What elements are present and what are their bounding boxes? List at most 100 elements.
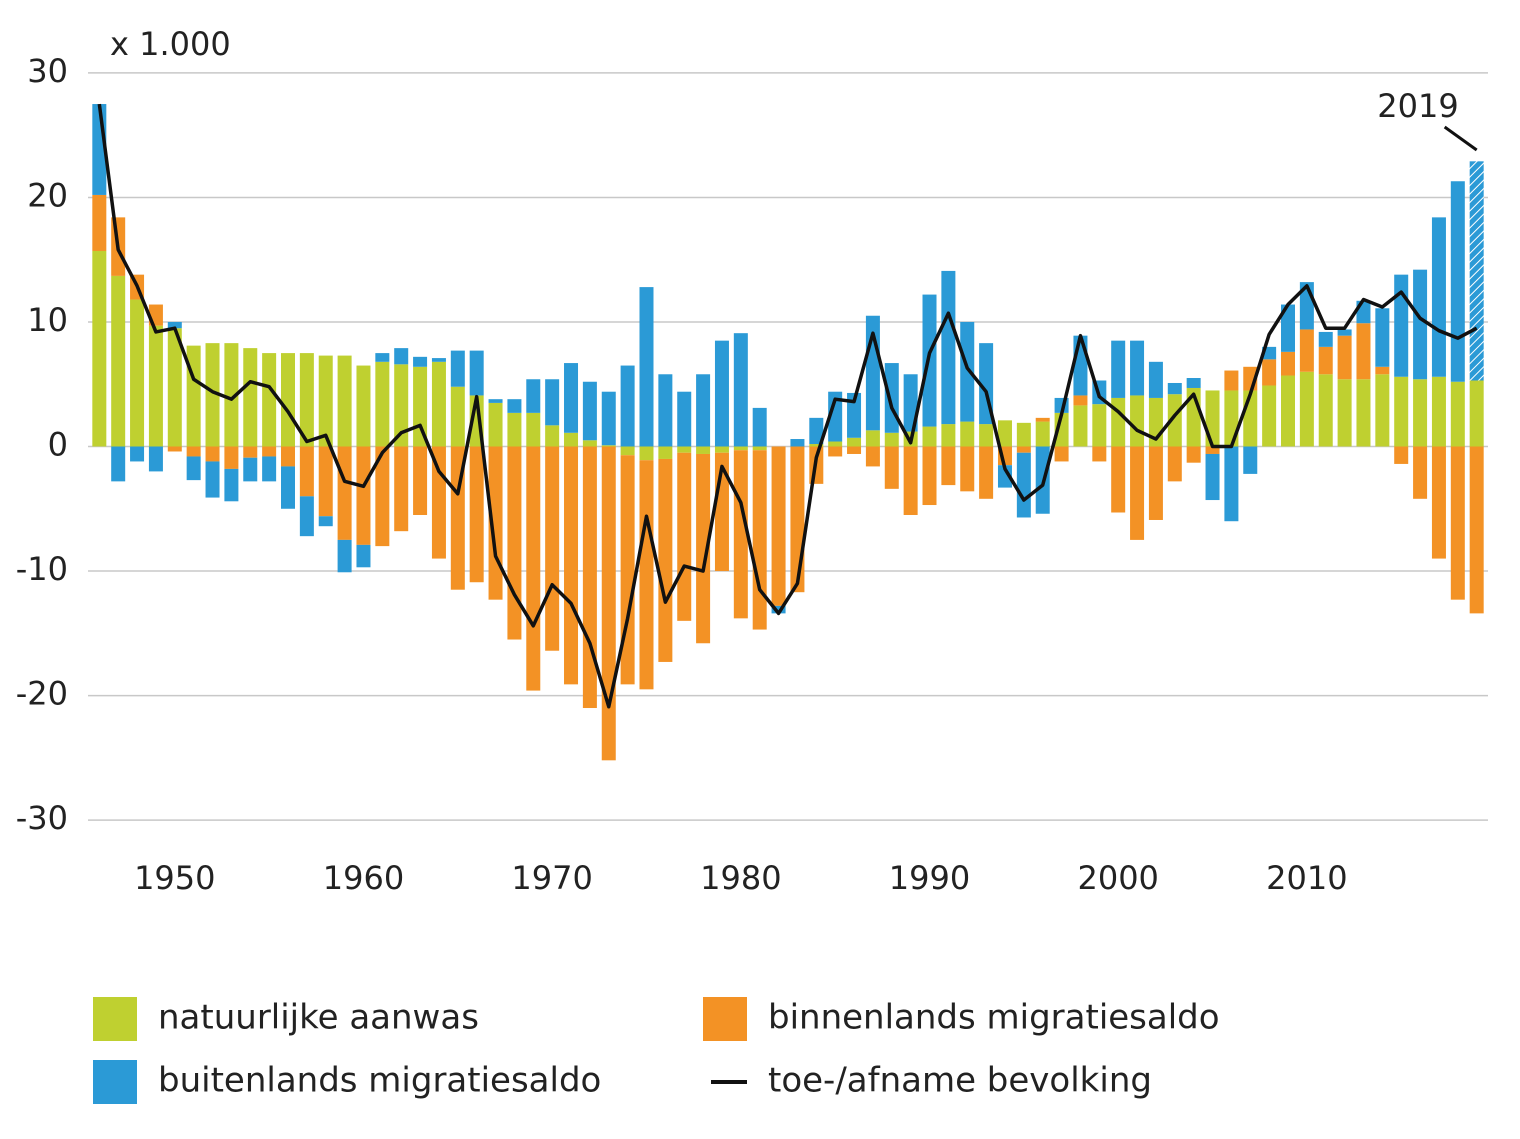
bar [526, 446, 541, 691]
bar [205, 343, 220, 447]
bar [488, 399, 503, 403]
bar [1205, 453, 1220, 501]
bar [111, 275, 126, 447]
bar [375, 353, 390, 362]
bar [1281, 304, 1295, 352]
bar [658, 374, 673, 447]
bar [186, 345, 201, 447]
bar [1073, 405, 1088, 447]
bar [1450, 181, 1465, 382]
bar [941, 424, 956, 447]
bar [582, 446, 597, 709]
bar [281, 446, 295, 467]
bar [922, 446, 937, 506]
bar [1299, 329, 1314, 372]
bar [1318, 374, 1333, 447]
bar [696, 446, 711, 454]
bar [658, 446, 673, 459]
bar [809, 444, 824, 447]
bar [828, 391, 843, 442]
bar [1073, 335, 1088, 396]
bar [997, 420, 1012, 447]
bar [997, 465, 1012, 488]
bar [488, 402, 503, 447]
bar [809, 417, 824, 445]
bar [865, 430, 880, 447]
bar [903, 446, 918, 515]
bar [1318, 346, 1333, 375]
bar [224, 343, 239, 447]
bar [1073, 395, 1088, 406]
bar [92, 250, 107, 447]
bar [1337, 379, 1352, 447]
bar [941, 270, 956, 425]
bar [394, 446, 409, 532]
bar [205, 446, 220, 462]
bar [677, 452, 692, 621]
bar [1224, 390, 1239, 447]
bar [1130, 395, 1145, 447]
annotation: 2019 [1377, 87, 1458, 125]
bar [167, 321, 182, 329]
bar [1299, 371, 1314, 447]
bar [1450, 446, 1465, 600]
bar [696, 453, 711, 644]
bar [92, 194, 107, 251]
bar [337, 355, 352, 447]
y-tick-label: -30 [16, 799, 68, 837]
bar [620, 365, 635, 447]
bar [318, 516, 333, 527]
bar [960, 446, 975, 492]
bar [1262, 385, 1277, 447]
bar [394, 348, 409, 365]
bar [1186, 378, 1201, 388]
bar [979, 446, 994, 499]
bar [130, 446, 145, 462]
annotation-leader [1443, 125, 1478, 152]
bar [620, 446, 635, 456]
bar [507, 412, 522, 447]
bar [148, 446, 163, 472]
legend-swatch [93, 997, 137, 1041]
bar [1148, 361, 1163, 398]
bar [1243, 446, 1258, 474]
bar [186, 446, 201, 457]
bar [714, 340, 729, 447]
bar [639, 446, 654, 461]
bar [1431, 376, 1446, 447]
bar [564, 432, 579, 447]
bar [1016, 422, 1031, 447]
bar [865, 446, 880, 467]
bar [167, 328, 182, 447]
bar [884, 363, 899, 433]
bar [903, 374, 918, 432]
bar [318, 446, 333, 517]
y-tick-label: -20 [16, 675, 68, 713]
bar [469, 446, 484, 583]
bar [450, 386, 465, 447]
bar [1337, 329, 1352, 336]
bar [243, 457, 258, 482]
bar [1054, 446, 1069, 462]
bar [564, 446, 579, 685]
bar [262, 353, 277, 447]
bar [262, 446, 277, 457]
bar [224, 446, 239, 469]
y-tick-label: 10 [27, 301, 68, 339]
bar [582, 440, 597, 447]
bar [1356, 323, 1371, 380]
bar [1186, 446, 1201, 463]
bar [1375, 366, 1390, 375]
bar [111, 446, 126, 482]
bar [167, 446, 182, 452]
bar [847, 446, 862, 454]
bar [1431, 217, 1446, 377]
legend-swatch [93, 1060, 137, 1104]
bar [450, 350, 465, 387]
y-tick-label: -10 [16, 550, 68, 588]
bar [884, 432, 899, 447]
bar [1205, 390, 1220, 447]
bar [922, 426, 937, 447]
bar [375, 361, 390, 447]
